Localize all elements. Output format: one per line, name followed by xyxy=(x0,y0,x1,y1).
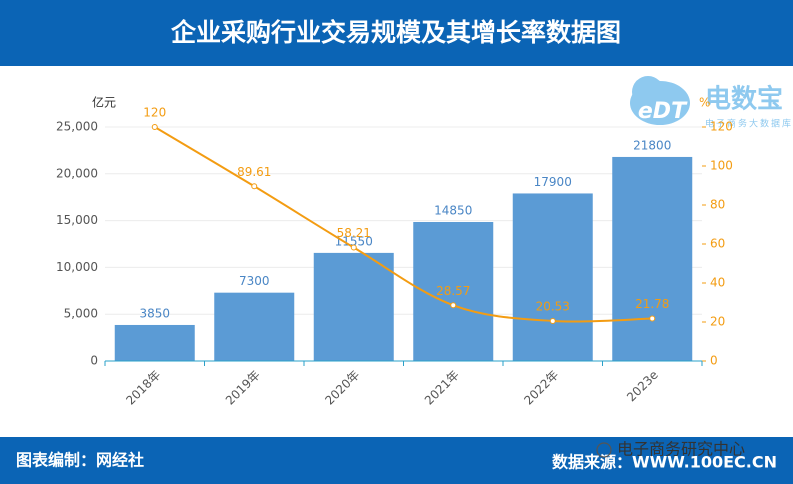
footer-left: 图表编制：网经社 xyxy=(16,451,144,470)
bar-value-label: 21800 xyxy=(633,138,671,152)
logo-cloud xyxy=(632,76,664,108)
y-tick-label: 20,000 xyxy=(56,166,98,180)
header-bar xyxy=(0,0,793,66)
watermark-icon xyxy=(596,442,612,458)
logo-name: 电数宝 xyxy=(705,84,783,115)
y-tick-label: 0 xyxy=(90,354,98,368)
line-point xyxy=(549,317,556,324)
x-tick-label: 2021年 xyxy=(422,368,462,408)
y2-axis-label: % xyxy=(699,96,710,110)
y2-tick-label: 40 xyxy=(710,276,725,290)
line xyxy=(154,126,653,323)
line-value-label: 120 xyxy=(143,106,166,120)
x-tick-label: 2023e xyxy=(624,368,661,405)
logo: eDT 电数宝 电子商务大数据库 xyxy=(630,76,793,130)
line-point xyxy=(350,244,357,251)
bar-value-label: 17900 xyxy=(534,175,572,189)
bar-value-label: 11550 xyxy=(335,234,373,248)
y2-tick-label: 60 xyxy=(710,237,725,251)
line-value-label: 21.78 xyxy=(635,297,669,311)
chart-title: 企业采购行业交易规模及其增长率数据图 xyxy=(171,18,621,47)
watermark: 电子商务研究中心 xyxy=(596,440,745,459)
y2-tick-label: 100 xyxy=(710,159,733,173)
y-tick-label: 10,000 xyxy=(56,260,98,274)
y2-tick-label: 0 xyxy=(710,354,718,368)
logo-tagline: 电子商务大数据库 xyxy=(705,118,793,130)
bar xyxy=(512,193,593,361)
line-point xyxy=(151,124,158,130)
line-value-label: 58.21 xyxy=(337,226,371,240)
y-tick-label: 25,000 xyxy=(56,120,98,134)
bar-value-label: 3850 xyxy=(139,306,170,320)
bar-value-label: 14850 xyxy=(434,204,472,218)
y2-tick-label: 120 xyxy=(710,120,733,134)
x-tick-label: 2018年 xyxy=(123,368,163,408)
y-tick-label: 15,000 xyxy=(56,213,98,227)
line-value-label: 28.57 xyxy=(436,284,470,298)
footer-bar xyxy=(0,437,793,484)
line-point xyxy=(649,315,656,322)
x-tick-label: 2020年 xyxy=(322,368,362,408)
y-tick-label: 5,000 xyxy=(64,307,98,321)
bar-value-label: 7300 xyxy=(239,274,270,288)
line-point xyxy=(251,183,258,190)
y-axis-label: 亿元 xyxy=(92,95,116,110)
y2-tick-label: 20 xyxy=(710,315,725,329)
line-value-label: 20.53 xyxy=(536,299,570,313)
watermark-text: 电子商务研究中心 xyxy=(617,440,745,459)
line-point xyxy=(450,302,457,309)
x-tick-label: 2019年 xyxy=(223,368,263,408)
bar xyxy=(413,222,494,361)
plot: 0 5,000 10,000 15,000 20,000 25,000 0 20 40 60 80 1… xyxy=(56,106,733,408)
line-value-label: 89.61 xyxy=(237,165,271,179)
bar xyxy=(114,324,195,361)
bar xyxy=(214,292,295,361)
footer-right: 数据来源：WWW.100EC.CN xyxy=(552,453,777,472)
bar xyxy=(313,252,394,361)
bar xyxy=(612,156,693,361)
logo-icon-text: eDT xyxy=(638,99,688,124)
y2-tick-label: 80 xyxy=(710,198,725,212)
x-tick-label: 2022年 xyxy=(521,368,561,408)
